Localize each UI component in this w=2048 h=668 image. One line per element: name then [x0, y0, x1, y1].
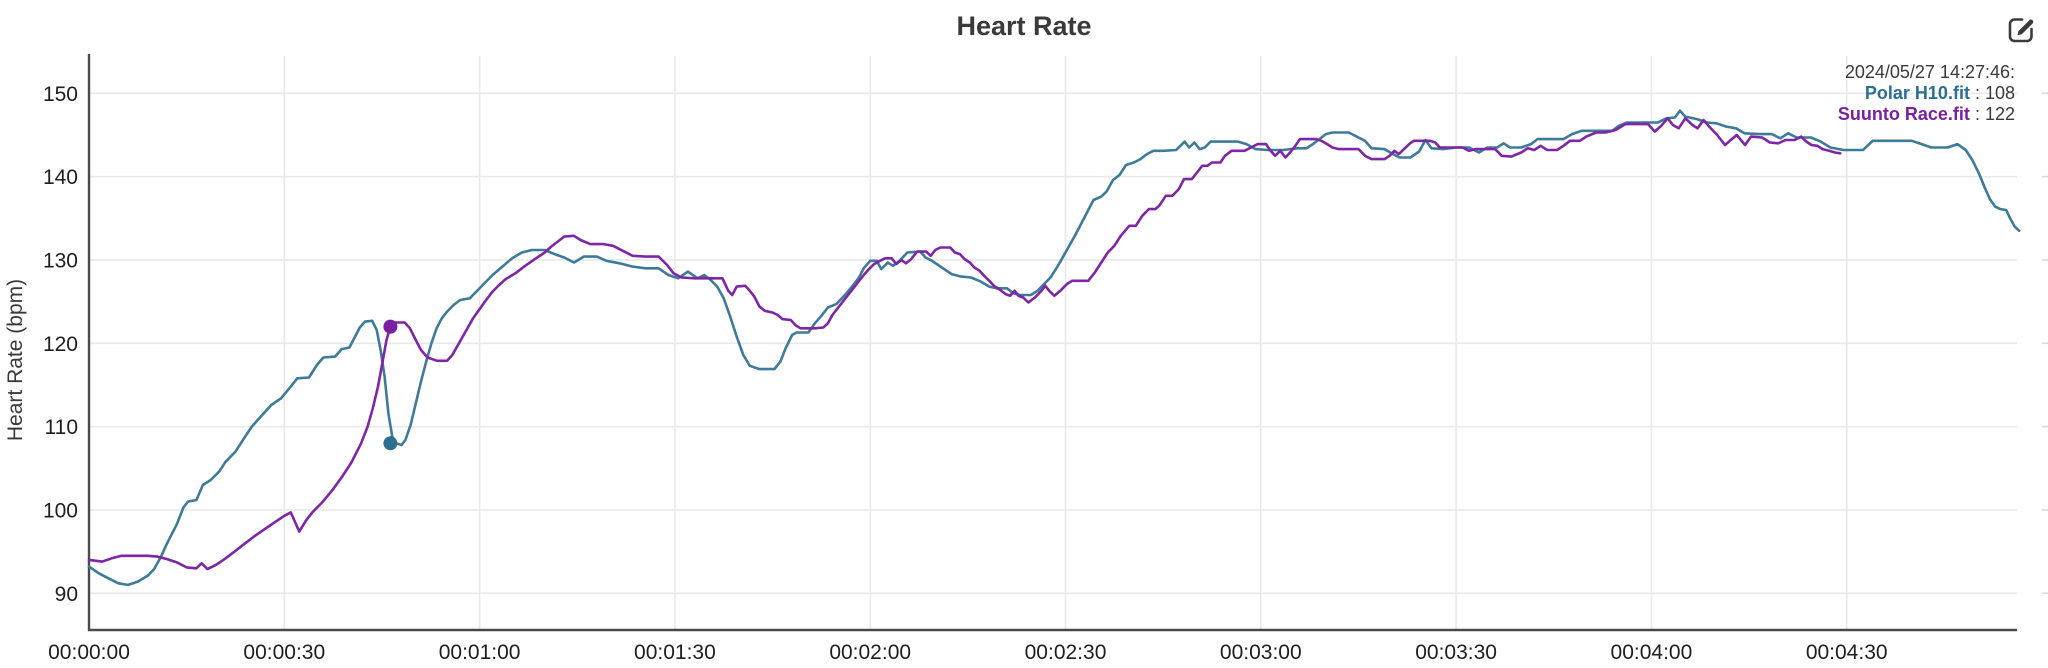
y-tick-label: 150 — [43, 83, 78, 106]
y-axis-label: Heart Rate (bpm) — [4, 279, 27, 441]
x-tick-label: 00:04:00 — [1611, 641, 1693, 664]
tooltip-timestamp: 2024/05/27 14:27:46: — [1845, 62, 2015, 82]
tooltip-series-value-suunto: : 122 — [1975, 104, 2015, 124]
tooltip-series-name-suunto: Suunto Race.fit — [1838, 104, 1970, 124]
y-tick-label: 140 — [43, 166, 78, 189]
tooltip-series-name-polar: Polar H10.fit — [1865, 83, 1970, 103]
hover-tooltip: 2024/05/27 14:27:46: Polar H10.fit : 108… — [1838, 62, 2015, 124]
x-tick-label: 00:01:00 — [439, 641, 521, 664]
x-tick-label: 00:04:30 — [1806, 641, 1888, 664]
x-tick-label: 00:02:00 — [829, 641, 911, 664]
x-tick-label: 00:00:30 — [243, 641, 325, 664]
hover-dot-suunto-race-fit — [383, 319, 398, 334]
edit-icon[interactable] — [2008, 18, 2034, 43]
series-line-polar-h10-fit[interactable] — [87, 109, 2021, 587]
tooltip-series-value-polar: : 108 — [1975, 83, 2015, 103]
x-tick-label: 00:03:30 — [1415, 641, 1497, 664]
y-tick-label: 90 — [55, 583, 78, 606]
y-tick-label: 110 — [45, 416, 78, 439]
hover-dot-polar-h10-fit — [383, 436, 398, 451]
y-tick-label: 120 — [43, 333, 78, 356]
tooltip-row-polar: Polar H10.fit : 108 — [1865, 83, 2015, 103]
x-tick-label: 00:01:30 — [634, 641, 716, 664]
x-tick-label: 00:02:30 — [1025, 641, 1107, 664]
x-tick-label: 00:00:00 — [48, 641, 130, 664]
x-tick-label: 00:03:00 — [1220, 641, 1302, 664]
tooltip-row-suunto: Suunto Race.fit : 122 — [1838, 104, 2015, 124]
y-tick-label: 130 — [43, 249, 78, 272]
series-line-suunto-race-fit[interactable] — [87, 117, 1842, 571]
y-tick-label: 100 — [43, 499, 78, 522]
page-title: Heart Rate — [956, 11, 1091, 41]
plot-layer: 90 100 110 120 130 140 150 00:00:00 00:00:30 00:0… — [43, 54, 2048, 664]
